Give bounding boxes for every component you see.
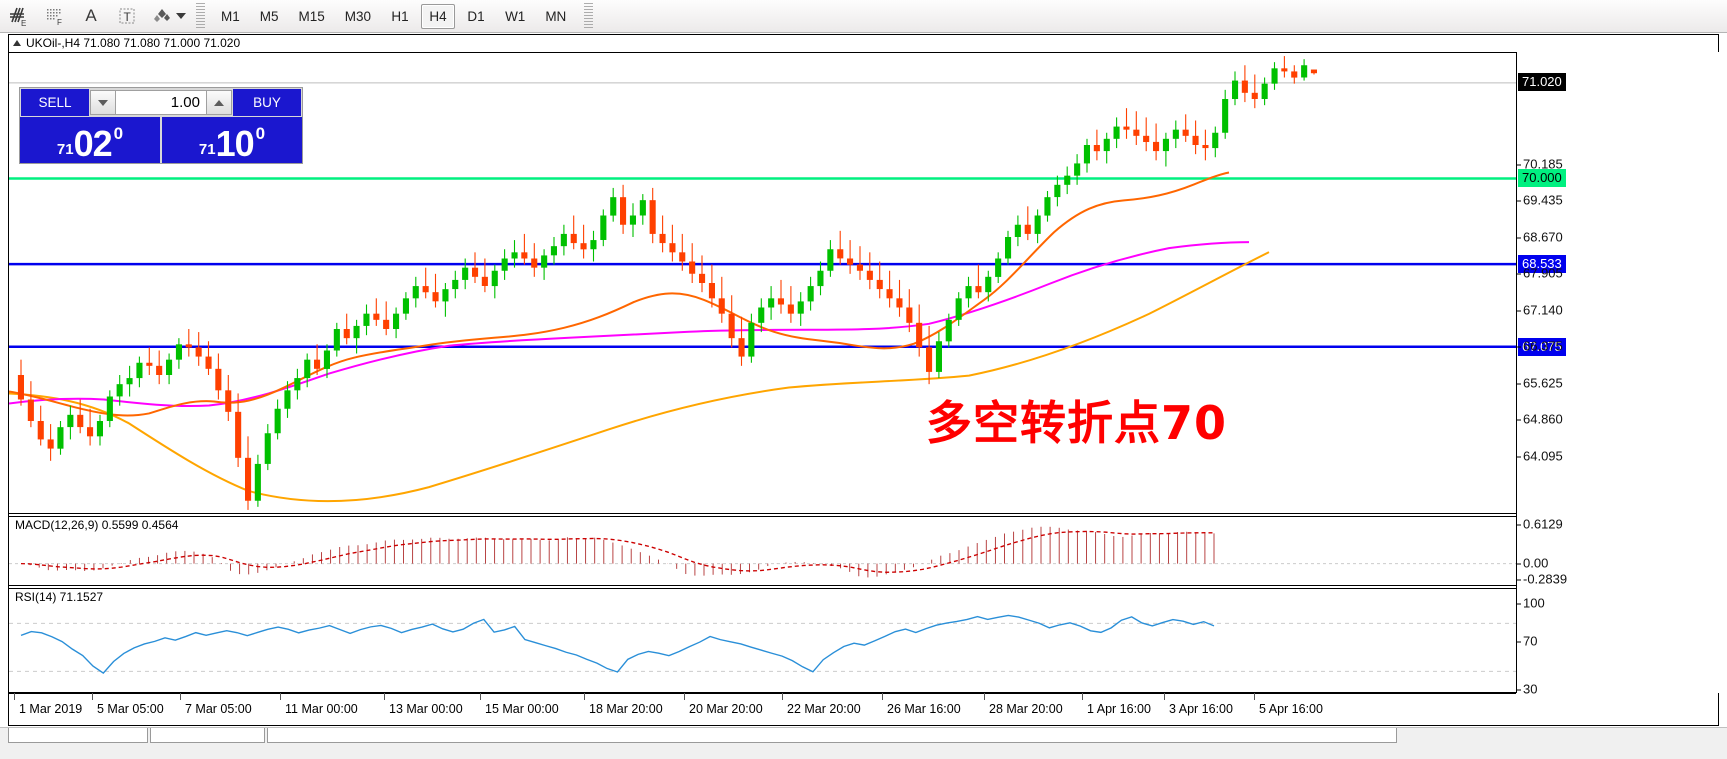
timeframe-h1[interactable]: H1 (391, 8, 409, 24)
timeframe-m30[interactable]: M30 (344, 8, 372, 24)
sell-price-display[interactable]: 71 02 0 (20, 117, 160, 163)
macd-tick-zero: 0.00 (1517, 556, 1548, 571)
toolbar-separator (196, 3, 205, 29)
price-tick-64095: 64.095 (1517, 449, 1563, 464)
rsi-panel[interactable]: RSI(14) 71.1527 (9, 588, 1516, 693)
price-tick-69435: 69.435 (1517, 193, 1563, 208)
buy-price-fraction: 0 (255, 124, 266, 143)
toolbar-separator-right (584, 3, 594, 29)
sell-button[interactable]: SELL (20, 88, 90, 117)
macd-tick-min: -0.2839 (1517, 572, 1567, 587)
time-scale[interactable]: 1 Mar 2019 5 Mar 05:00 7 Mar 05:00 11 Mar 0… (9, 693, 1516, 725)
svg-text:F: F (57, 18, 62, 27)
price-tick-66375: 66.375 (1517, 339, 1563, 354)
status-bar (0, 727, 1727, 759)
objects-dropdown-icon[interactable] (176, 13, 186, 19)
rsi-label: RSI(14) 71.1527 (13, 590, 106, 604)
price-plot (9, 56, 1516, 510)
time-label-5: 15 Mar 00:00 (480, 693, 559, 716)
buy-price-display[interactable]: 71 10 0 (160, 117, 302, 163)
macd-tick-max: 0.6129 (1517, 517, 1563, 532)
level-badge-blue-2: 67.075 (1518, 338, 1566, 356)
price-tick-67905: 67.905 (1517, 266, 1563, 281)
sell-price-main: 02 (73, 123, 113, 164)
price-tick-68670: 68.670 (1517, 230, 1563, 245)
volume-input[interactable]: 1.00 (116, 90, 206, 115)
buy-button[interactable]: BUY (232, 88, 302, 117)
time-label-11: 1 Apr 16:00 (1082, 693, 1151, 716)
time-label-4: 13 Mar 00:00 (384, 693, 463, 716)
svg-text:E: E (21, 19, 26, 27)
rsi-plot (9, 614, 1516, 674)
trade-controls-row: SELL 1.00 BUY (20, 88, 302, 117)
rsi-tick-30: 30 (1517, 682, 1537, 697)
macd-histogram (29, 526, 1215, 578)
time-label-8: 22 Mar 20:00 (782, 693, 861, 716)
timeframe-mn[interactable]: MN (545, 8, 567, 24)
rsi-curve (20, 614, 1215, 674)
price-scale[interactable]: 71.020 70.185 70.000 69.435 68.670 68.53… (1516, 52, 1719, 697)
grid-icon[interactable]: F (38, 1, 72, 31)
rsi-tick-100: 100 (1517, 596, 1545, 611)
time-label-1: 5 Mar 05:00 (92, 693, 164, 716)
time-label-2: 7 Mar 05:00 (180, 693, 252, 716)
chart-annotation-text[interactable]: 多空转折点70 (926, 396, 1228, 450)
timeframe-d1[interactable]: D1 (467, 8, 485, 24)
level-badge-green: 70.000 (1518, 169, 1566, 187)
indicators-icon[interactable]: E (2, 1, 36, 31)
volume-increase-button[interactable] (206, 90, 232, 115)
time-label-9: 26 Mar 16:00 (882, 693, 961, 716)
level-badge-blue-1: 68.533 (1518, 255, 1566, 273)
price-tick-64860: 64.860 (1517, 412, 1563, 427)
current-price-badge: 71.020 (1518, 73, 1566, 91)
svg-text:T: T (124, 10, 132, 24)
price-tick-70185: 70.185 (1517, 157, 1563, 172)
time-label-3: 11 Mar 00:00 (280, 693, 358, 716)
timeframe-h4[interactable]: H4 (421, 3, 456, 29)
timeframe-m1[interactable]: M1 (221, 8, 240, 24)
candlestick-series (17, 56, 1317, 510)
buy-price-main: 10 (215, 123, 255, 164)
price-tick-67140: 67.140 (1517, 303, 1563, 318)
terminal-tab-left[interactable] (8, 728, 148, 743)
main-toolbar: E F A T (0, 0, 1727, 33)
price-tick-65625: 65.625 (1517, 376, 1563, 391)
macd-label: MACD(12,26,9) 0.5599 0.4564 (13, 518, 181, 532)
text-object-icon[interactable]: T (110, 1, 144, 31)
text-label-icon[interactable]: A (85, 6, 97, 25)
macd-signal-line (20, 530, 1215, 573)
trade-prices-row: 71 02 0 71 10 0 (20, 117, 302, 163)
collapse-icon[interactable] (13, 40, 21, 46)
volume-decrease-button[interactable] (90, 90, 116, 115)
time-label-6: 18 Mar 20:00 (584, 693, 663, 716)
terminal-tab-mid[interactable] (150, 728, 265, 743)
time-label-13: 5 Apr 16:00 (1254, 693, 1323, 716)
timeframe-m15[interactable]: M15 (298, 8, 325, 24)
time-label-0: 1 Mar 2019 (13, 693, 83, 716)
objects-icon[interactable] (146, 1, 180, 31)
time-label-7: 20 Mar 20:00 (684, 693, 763, 716)
timeframe-m5[interactable]: M5 (259, 8, 279, 24)
buy-price-prefix: 71 (198, 141, 216, 158)
rsi-tick-70: 70 (1517, 634, 1537, 649)
macd-plot (9, 526, 1516, 578)
terminal-tabs (8, 728, 1397, 743)
terminal-tab-wide[interactable] (267, 728, 1397, 743)
chart-titlebar: UKOil-,H4 71.080 71.080 71.000 71.020 (9, 35, 1718, 51)
macd-panel[interactable]: MACD(12,26,9) 0.5599 0.4564 (9, 516, 1516, 586)
sell-price-fraction: 0 (113, 124, 124, 143)
time-label-10: 28 Mar 20:00 (984, 693, 1063, 716)
timeframe-w1[interactable]: W1 (505, 8, 526, 24)
chart-window: UKOil-,H4 71.080 71.080 71.000 71.020 MA… (8, 34, 1719, 726)
chart-title: UKOil-,H4 71.080 71.080 71.000 71.020 (26, 36, 241, 50)
sell-price-prefix: 71 (56, 141, 74, 158)
one-click-trading-panel[interactable]: SELL 1.00 BUY 71 02 0 71 10 0 (19, 87, 303, 164)
time-label-12: 3 Apr 16:00 (1164, 693, 1233, 716)
